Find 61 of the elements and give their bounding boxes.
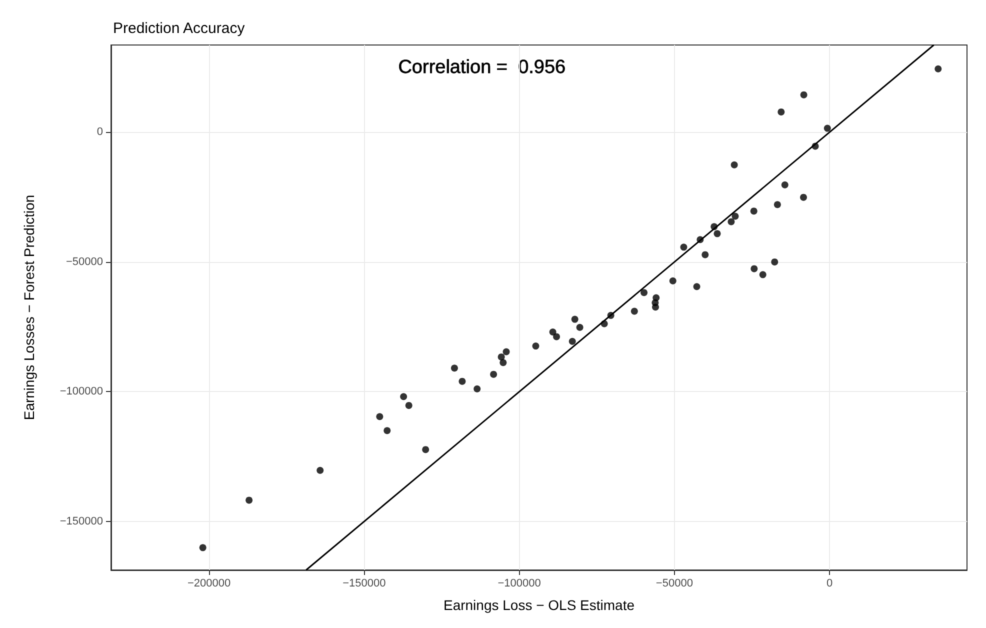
chart-title: Prediction Accuracy bbox=[113, 20, 246, 37]
y-tick-label: −100000 bbox=[60, 386, 103, 398]
x-tick-label: −50000 bbox=[656, 578, 693, 590]
point bbox=[759, 271, 766, 278]
point bbox=[750, 208, 758, 215]
x-tick-label: −150000 bbox=[342, 578, 386, 590]
point bbox=[730, 161, 738, 168]
point bbox=[714, 230, 721, 238]
y-axis-title: Earnings Losses − Forest Prediction bbox=[21, 194, 37, 420]
point bbox=[571, 316, 578, 323]
point bbox=[532, 342, 540, 350]
point bbox=[630, 308, 638, 315]
point bbox=[771, 258, 778, 266]
point bbox=[553, 333, 560, 340]
point bbox=[316, 466, 324, 474]
x-tick-label: −100000 bbox=[498, 578, 541, 590]
point bbox=[702, 251, 709, 258]
point bbox=[376, 413, 384, 420]
point bbox=[640, 289, 648, 296]
point bbox=[669, 277, 676, 284]
point bbox=[693, 283, 700, 290]
point bbox=[710, 223, 718, 230]
point bbox=[405, 402, 412, 409]
point bbox=[607, 312, 614, 319]
annotation: Correlation = 0.956 bbox=[398, 57, 566, 78]
y-tick-label: 0 bbox=[96, 126, 103, 138]
point bbox=[728, 218, 735, 226]
point bbox=[246, 496, 253, 504]
point bbox=[474, 385, 481, 392]
point bbox=[800, 91, 808, 98]
point bbox=[384, 427, 391, 434]
point bbox=[422, 446, 430, 454]
x-tick-label: 0 bbox=[826, 578, 833, 590]
point bbox=[696, 236, 704, 244]
x-axis-title: Earnings Loss − OLS Estimate bbox=[443, 597, 635, 613]
point bbox=[450, 364, 458, 372]
point bbox=[781, 181, 788, 188]
point bbox=[199, 544, 206, 552]
point bbox=[500, 359, 507, 366]
x-tick-label: −200000 bbox=[187, 578, 231, 590]
point bbox=[824, 124, 831, 132]
point bbox=[812, 142, 819, 150]
point bbox=[502, 348, 510, 356]
point bbox=[400, 393, 408, 400]
point bbox=[934, 65, 942, 72]
point bbox=[549, 328, 556, 336]
point bbox=[750, 265, 758, 272]
point bbox=[800, 194, 807, 201]
point bbox=[498, 353, 505, 360]
point bbox=[458, 378, 466, 385]
point bbox=[774, 201, 781, 208]
point bbox=[568, 338, 576, 345]
point bbox=[600, 320, 608, 328]
point bbox=[576, 324, 584, 331]
y-tick-label: −150000 bbox=[60, 515, 103, 528]
y-tick-label: −50000 bbox=[66, 256, 103, 268]
point bbox=[732, 212, 739, 220]
point bbox=[778, 108, 785, 116]
point bbox=[652, 304, 659, 311]
point bbox=[680, 244, 688, 251]
point bbox=[490, 370, 498, 378]
